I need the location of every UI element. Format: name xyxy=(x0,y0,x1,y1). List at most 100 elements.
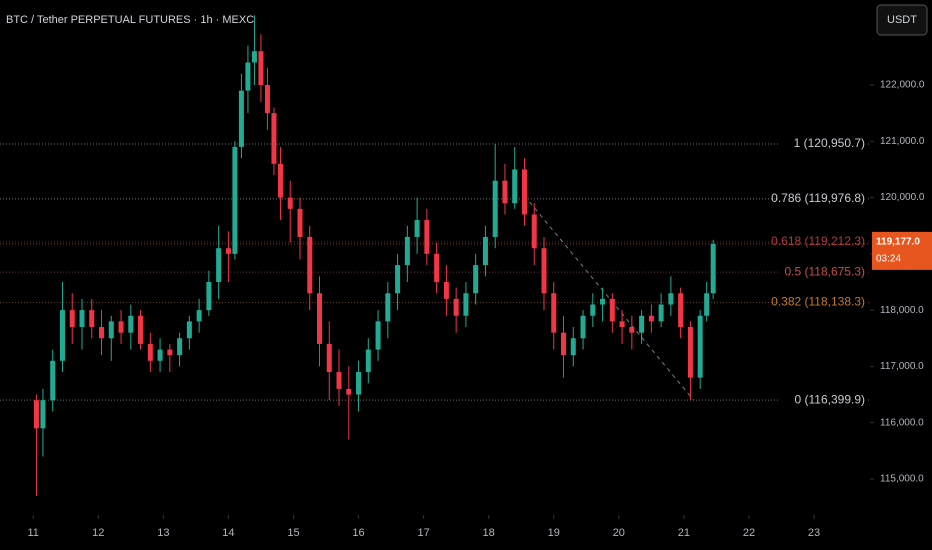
candle-body xyxy=(424,220,430,254)
candle-body xyxy=(186,321,192,339)
candle-body xyxy=(404,236,410,266)
last-price-tag xyxy=(872,231,932,270)
candle-body xyxy=(561,332,567,356)
x-tick-label: 16 xyxy=(352,527,364,539)
x-tick-label: 20 xyxy=(613,527,625,539)
candle-body xyxy=(177,338,183,356)
candle-body xyxy=(551,293,557,333)
candle-body xyxy=(167,349,173,356)
x-tick-label: 21 xyxy=(678,527,690,539)
x-tick-label: 23 xyxy=(808,527,820,539)
candle-body xyxy=(225,248,231,254)
candle-body xyxy=(502,180,508,204)
candle-body xyxy=(336,372,342,389)
candle-body xyxy=(541,248,547,294)
candle-body xyxy=(216,248,222,282)
candle-body xyxy=(668,293,674,305)
candle-body xyxy=(434,253,440,282)
y-tick-label: 120,000.0 xyxy=(880,192,925,203)
candle-body xyxy=(375,321,381,350)
candle-body xyxy=(385,293,391,322)
candle-body xyxy=(629,327,635,333)
candle-body xyxy=(232,146,238,254)
candle-body xyxy=(443,281,449,299)
candle-body xyxy=(138,315,144,344)
last-price-label: 119,177.0 xyxy=(876,237,920,248)
candle-body xyxy=(512,169,518,204)
x-tick-label: 22 xyxy=(743,527,755,539)
candle-body xyxy=(463,293,469,316)
countdown-label: 03:24 xyxy=(876,254,901,265)
candle-body xyxy=(264,84,270,114)
candle-body xyxy=(704,293,710,316)
candle-body xyxy=(147,343,153,361)
candle-body xyxy=(365,349,371,373)
fib-label: 0.5 (118,675.3) xyxy=(784,264,865,278)
candle-body xyxy=(271,113,277,164)
y-tick-label: 118,000.0 xyxy=(880,305,924,316)
candle-body xyxy=(710,243,716,294)
candle-body xyxy=(69,310,75,328)
candle-body xyxy=(238,90,244,147)
fib-label: 0.786 (119,976.8) xyxy=(771,191,865,205)
candle-body xyxy=(326,343,332,373)
candle-body xyxy=(346,388,352,395)
candle-body xyxy=(356,372,362,395)
candle-body xyxy=(492,180,498,237)
candle-body xyxy=(258,51,264,85)
candle-body xyxy=(89,310,95,328)
candle-body xyxy=(33,400,39,429)
candle-body xyxy=(648,315,654,322)
candle-body xyxy=(697,315,703,378)
candle-body xyxy=(600,298,606,305)
y-tick-label: 115,000.0 xyxy=(880,474,924,485)
candle-body xyxy=(287,197,293,209)
x-tick-label: 19 xyxy=(548,527,560,539)
candle-body xyxy=(206,281,212,311)
candle-body xyxy=(619,321,625,328)
y-tick-label: 121,000.0 xyxy=(880,136,925,147)
x-tick-label: 18 xyxy=(483,527,495,539)
x-tick-label: 12 xyxy=(92,527,104,539)
y-tick-label: 116,000.0 xyxy=(880,417,924,428)
candle-body xyxy=(639,315,645,333)
currency-label[interactable]: USDT xyxy=(887,14,917,26)
x-tick-label: 11 xyxy=(27,527,38,539)
x-tick-label: 17 xyxy=(417,527,429,539)
candle-body xyxy=(118,321,124,333)
candle-body xyxy=(128,315,134,333)
candle-body xyxy=(521,169,527,215)
candle-body xyxy=(245,62,251,91)
candle-body xyxy=(307,236,313,294)
chart-title: BTC / Tether PERPETUAL FUTURES · 1h · ME… xyxy=(6,14,254,26)
candle-body xyxy=(482,236,488,266)
candle-body xyxy=(414,220,420,237)
candle-body xyxy=(99,327,105,339)
currency-button[interactable] xyxy=(876,4,928,36)
candle-body xyxy=(609,298,615,322)
candle-body xyxy=(453,298,459,316)
candle-body xyxy=(531,214,537,249)
candle-body xyxy=(108,321,114,339)
candle-body xyxy=(658,304,664,322)
candle-body xyxy=(395,265,401,294)
candle-body xyxy=(196,310,202,322)
candle-body xyxy=(157,349,163,361)
x-tick-label: 13 xyxy=(157,527,169,539)
candle-body xyxy=(678,293,684,328)
candle-body xyxy=(79,310,85,328)
candle-body xyxy=(277,163,283,198)
fib-label: 0.382 (118,138.3) xyxy=(771,295,865,309)
candle-body xyxy=(50,360,56,401)
candle-body xyxy=(316,293,322,344)
x-tick-label: 14 xyxy=(222,527,234,539)
candle-body xyxy=(40,400,46,429)
y-tick-label: 122,000.0 xyxy=(880,80,925,91)
fib-label: 1 (120,950.7) xyxy=(794,136,865,150)
fib-label: 0.618 (119,212.3) xyxy=(771,234,865,248)
y-tick-label: 117,000.0 xyxy=(880,361,924,372)
candle-body xyxy=(59,310,65,361)
candle-body xyxy=(580,315,586,339)
